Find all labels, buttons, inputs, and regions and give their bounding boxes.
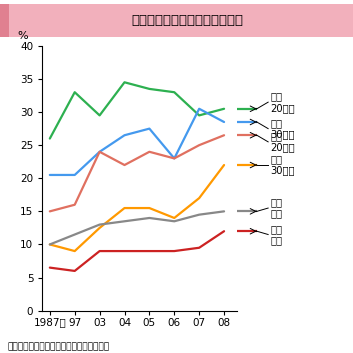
Text: %: % [17, 31, 28, 41]
Text: 男性
全体: 男性 全体 [270, 197, 282, 219]
Bar [0, 4, 9, 37]
Text: 男性
20歳代: 男性 20歳代 [270, 91, 295, 113]
Text: 図２－３２　朝食欠食率の推移: 図２－３２ 朝食欠食率の推移 [131, 14, 243, 27]
Text: 女性
20歳代: 女性 20歳代 [270, 131, 295, 152]
Text: 女性
全体: 女性 全体 [270, 224, 282, 245]
Text: 男性
30歳代: 男性 30歳代 [270, 118, 295, 139]
Text: 女性
30歳代: 女性 30歳代 [270, 154, 295, 176]
Text: 資料：厚生労働省「国民健康・栄養調査」: 資料：厚生労働省「国民健康・栄養調査」 [7, 342, 109, 351]
